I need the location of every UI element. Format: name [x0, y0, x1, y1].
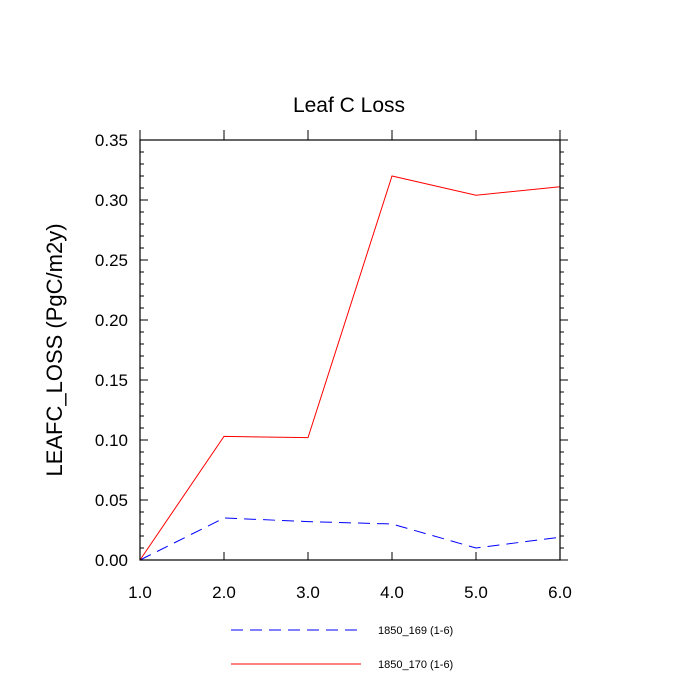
- y-tick-label: 0.10: [95, 431, 128, 450]
- x-tick-label: 4.0: [380, 583, 404, 602]
- y-tick-label: 0.05: [95, 491, 128, 510]
- series-line-1: [139, 517, 561, 561]
- legend-label-1: 1850_169 (1-6): [378, 625, 453, 637]
- x-tick-label: 3.0: [296, 583, 320, 602]
- y-tick-label: 0.25: [95, 251, 128, 270]
- plot-frame: [139, 139, 561, 561]
- y-axis-label: LEAFC_LOSS (PgC/m2y): [42, 223, 67, 476]
- x-tick-label: 1.0: [128, 583, 152, 602]
- legend-label-2: 1850_170 (1-6): [378, 659, 453, 671]
- axis-ticks: [139, 130, 568, 561]
- y-tick-label: 0.20: [95, 311, 128, 330]
- y-tick-label: 0.15: [95, 371, 128, 390]
- legend: 1850_169 (1-6) 1850_170 (1-6): [231, 625, 453, 671]
- x-tick-label: 5.0: [464, 583, 488, 602]
- x-tick-label: 6.0: [548, 583, 572, 602]
- y-tick-label: 0.30: [95, 191, 128, 210]
- y-tick-label: 0.00: [95, 551, 128, 570]
- x-tick-label: 2.0: [212, 583, 236, 602]
- tick-labels: 0.00 0.05 0.10 0.15 0.20 0.25 0.30 0.35 1.0 2.0 3.…: [95, 131, 572, 602]
- y-tick-label: 0.35: [95, 131, 128, 150]
- series-lines: [139, 175, 561, 561]
- series-line-2: [139, 175, 561, 561]
- chart-title: Leaf C Loss: [293, 94, 405, 117]
